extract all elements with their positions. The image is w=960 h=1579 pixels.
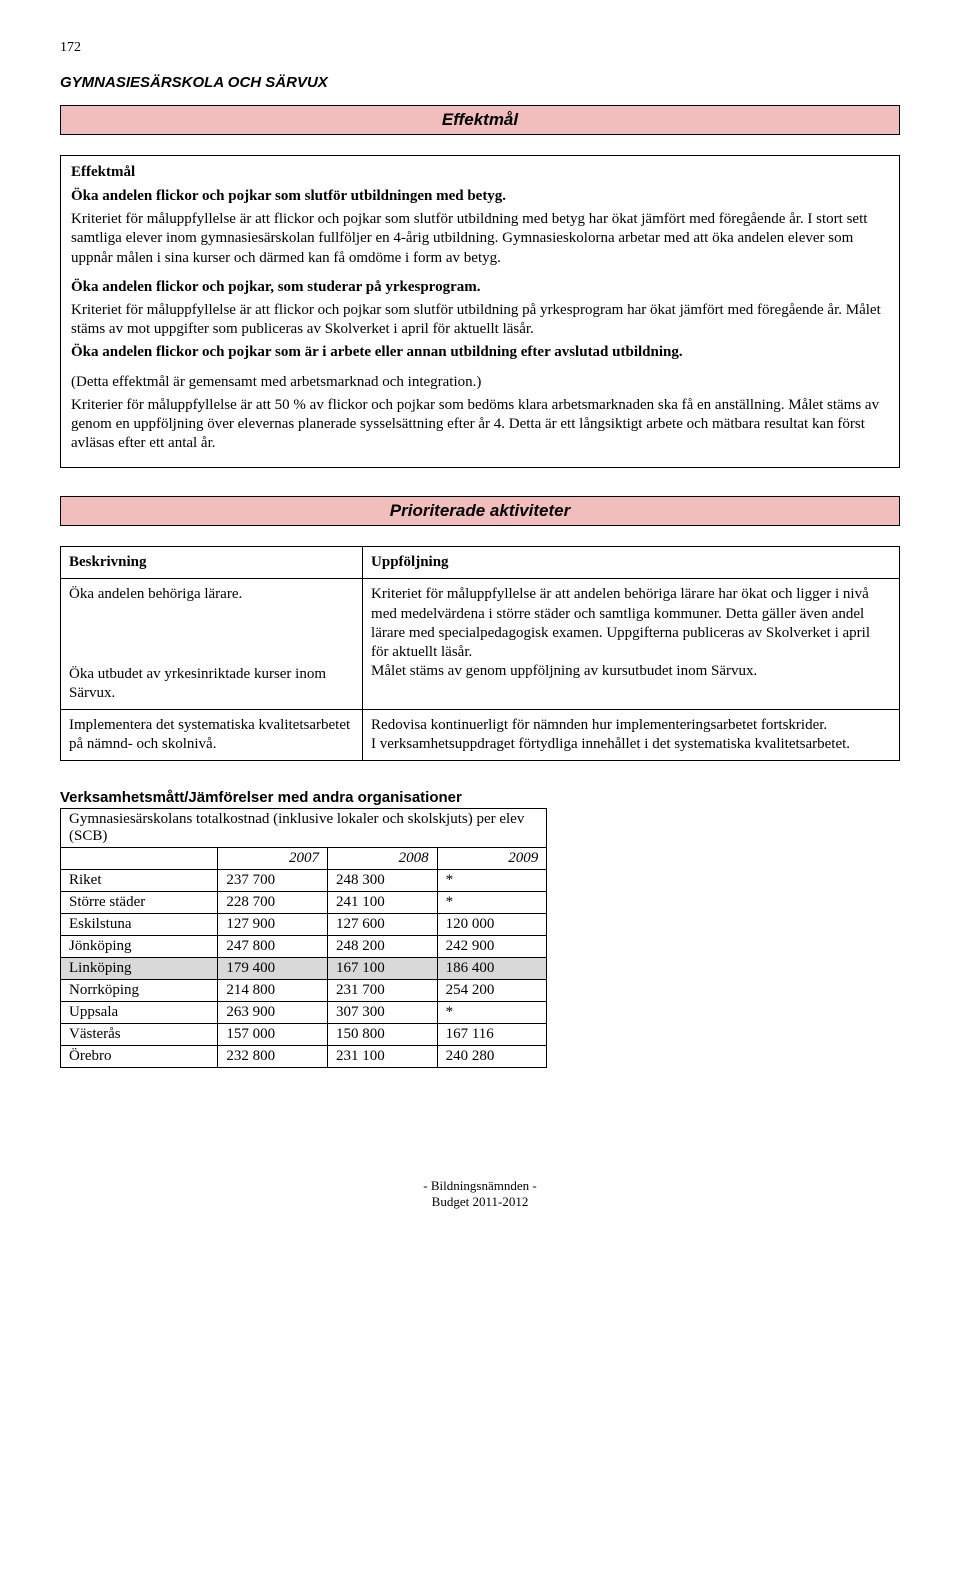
footer-line-1: - Bildningsnämnden -: [60, 1178, 900, 1194]
row-label: Norrköping: [61, 980, 218, 1002]
activity-3-follow: Redovisa kontinuerligt för nämnden hur i…: [363, 710, 900, 761]
year-2: 2008: [327, 848, 437, 870]
table-row: Linköping179 400167 100186 400: [61, 958, 547, 980]
activity-1-follow-text: Kriteriet för måluppfyllelse är att ande…: [371, 585, 891, 662]
effekt-text-2: Kriteriet för måluppfyllelse är att flic…: [71, 301, 889, 339]
row-value: *: [437, 1002, 547, 1024]
row-label: Jönköping: [61, 936, 218, 958]
row-label: Linköping: [61, 958, 218, 980]
year-1: 2007: [218, 848, 328, 870]
row-label: Riket: [61, 870, 218, 892]
comparison-table: Gymnasiesärskolans totalkostnad (inklusi…: [60, 808, 547, 1068]
comparison-heading: Verksamhetsmått/Jämförelser med andra or…: [60, 789, 900, 806]
row-value: 231 700: [327, 980, 437, 1002]
row-label: Eskilstuna: [61, 914, 218, 936]
activity-3-follow-b: I verksamhetsuppdraget förtydliga innehå…: [371, 735, 891, 754]
page-number: 172: [60, 40, 900, 56]
row-value: 127 900: [218, 914, 328, 936]
row-value: 120 000: [437, 914, 547, 936]
row-value: 186 400: [437, 958, 547, 980]
activity-1-follow: Kriteriet för måluppfyllelse är att ande…: [363, 579, 900, 710]
effekt-goal-3: Öka andelen flickor och pojkar som är i …: [71, 343, 889, 362]
row-value: 248 300: [327, 870, 437, 892]
row-value: 240 280: [437, 1046, 547, 1068]
table-row: Större städer228 700241 100*: [61, 892, 547, 914]
activities-table: Beskrivning Uppföljning Öka andelen behö…: [60, 546, 900, 761]
row-value: 232 800: [218, 1046, 328, 1068]
table-row: Jönköping247 800248 200242 900: [61, 936, 547, 958]
activity-2-follow-text: Målet stäms av genom uppföljning av kurs…: [371, 662, 891, 681]
row-value: 231 100: [327, 1046, 437, 1068]
effekt-text-1: Kriteriet för måluppfyllelse är att flic…: [71, 210, 889, 268]
table-row: Västerås157 000150 800167 116: [61, 1024, 547, 1046]
row-value: 247 800: [218, 936, 328, 958]
banner-effektmal: Effektmål: [60, 105, 900, 135]
row-value: 307 300: [327, 1002, 437, 1024]
activity-1-desc-text: Öka andelen behöriga lärare.: [69, 585, 354, 604]
row-value: 167 116: [437, 1024, 547, 1046]
row-label: Uppsala: [61, 1002, 218, 1024]
row-value: 263 900: [218, 1002, 328, 1024]
effektmal-box: Effektmål Öka andelen flickor och pojkar…: [60, 155, 900, 468]
row-value: *: [437, 892, 547, 914]
row-value: 157 000: [218, 1024, 328, 1046]
row-value: 237 700: [218, 870, 328, 892]
year-3: 2009: [437, 848, 547, 870]
table-row: Norrköping214 800231 700254 200: [61, 980, 547, 1002]
effekt-goal-2: Öka andelen flickor och pojkar, som stud…: [71, 278, 889, 297]
row-value: 179 400: [218, 958, 328, 980]
row-value: 254 200: [437, 980, 547, 1002]
comparison-year-row: 2007 2008 2009: [61, 848, 547, 870]
table-row: Riket237 700248 300*: [61, 870, 547, 892]
row-value: 228 700: [218, 892, 328, 914]
row-value: 248 200: [327, 936, 437, 958]
table-row: Eskilstuna127 900127 600120 000: [61, 914, 547, 936]
row-label: Örebro: [61, 1046, 218, 1068]
row-value: 214 800: [218, 980, 328, 1002]
activities-col1-header: Beskrivning: [61, 547, 363, 579]
row-label: Större städer: [61, 892, 218, 914]
row-value: 241 100: [327, 892, 437, 914]
page-footer: - Bildningsnämnden - Budget 2011-2012: [60, 1178, 900, 1209]
activity-3-desc: Implementera det systematiska kvalitetsa…: [61, 710, 363, 761]
comparison-caption: Gymnasiesärskolans totalkostnad (inklusi…: [61, 809, 547, 848]
effekt-note: (Detta effektmål är gemensamt med arbets…: [71, 373, 889, 392]
row-value: 150 800: [327, 1024, 437, 1046]
effekt-text-3: Kriterier för måluppfyllelse är att 50 %…: [71, 396, 889, 454]
row-value: *: [437, 870, 547, 892]
row-value: 167 100: [327, 958, 437, 980]
row-value: 242 900: [437, 936, 547, 958]
table-row: Örebro232 800231 100240 280: [61, 1046, 547, 1068]
activity-2-desc-text: Öka utbudet av yrkesinriktade kurser ino…: [69, 665, 354, 703]
footer-line-2: Budget 2011-2012: [60, 1194, 900, 1210]
row-value: 127 600: [327, 914, 437, 936]
effekt-goal-1: Öka andelen flickor och pojkar som slutf…: [71, 187, 889, 206]
banner-aktiviteter: Prioriterade aktiviteter: [60, 496, 900, 526]
effektmal-header: Effektmål: [71, 164, 889, 181]
activities-col2-header: Uppföljning: [363, 547, 900, 579]
document-title: GYMNASIESÄRSKOLA OCH SÄRVUX: [60, 74, 900, 91]
row-label: Västerås: [61, 1024, 218, 1046]
table-row: Uppsala263 900307 300*: [61, 1002, 547, 1024]
activity-1-desc: Öka andelen behöriga lärare. Öka utbudet…: [61, 579, 363, 710]
activity-3-follow-a: Redovisa kontinuerligt för nämnden hur i…: [371, 716, 891, 735]
